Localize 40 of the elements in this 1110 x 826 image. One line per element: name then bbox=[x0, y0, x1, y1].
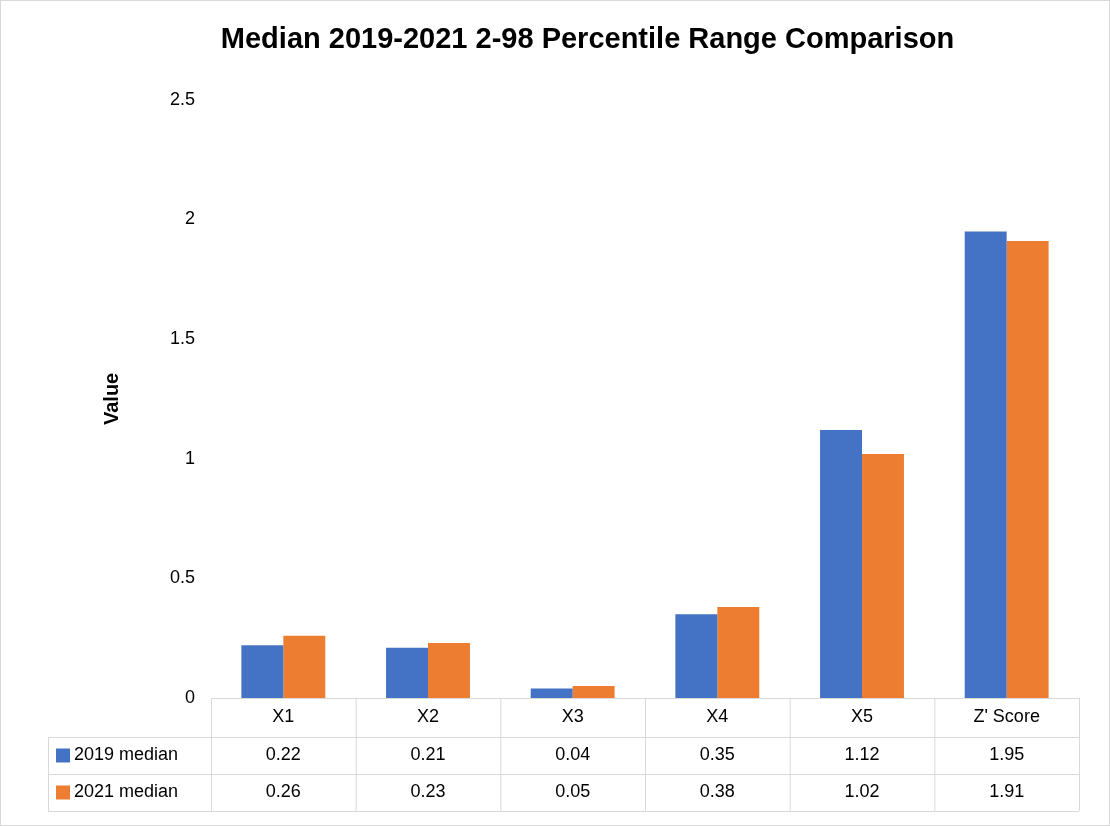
data-label: 1.95 bbox=[989, 744, 1025, 765]
data-label: 0.38 bbox=[699, 781, 735, 802]
data-label: 0.22 bbox=[265, 744, 301, 765]
y-tick-label: 2.5 bbox=[169, 88, 195, 109]
bar bbox=[862, 453, 904, 698]
bar bbox=[1006, 240, 1049, 698]
x-tick-label: X1 bbox=[272, 706, 295, 727]
legend-label: 2019 median bbox=[74, 744, 179, 765]
y-tick-label: 0 bbox=[184, 686, 195, 707]
y-tick-label: 1.5 bbox=[169, 328, 195, 349]
bar bbox=[530, 688, 573, 698]
bar bbox=[386, 647, 428, 698]
bar bbox=[964, 231, 1007, 698]
y-tick-label: 2 bbox=[184, 208, 195, 229]
data-label: 1.91 bbox=[989, 781, 1025, 802]
y-tick-label: 0.5 bbox=[169, 567, 195, 588]
x-tick-label: X5 bbox=[850, 706, 874, 727]
data-label: 0.26 bbox=[265, 781, 301, 802]
x-tick-label: Z' Score bbox=[973, 706, 1040, 727]
data-label: 0.05 bbox=[555, 781, 591, 802]
bar bbox=[283, 635, 326, 698]
data-label: 1.02 bbox=[844, 781, 880, 802]
chart-title: Median 2019-2021 2-98 Percentile Range Comparison bbox=[220, 22, 955, 55]
bar bbox=[572, 686, 615, 698]
data-label: 0.04 bbox=[555, 744, 591, 765]
y-axis-title: Value bbox=[99, 372, 122, 426]
legend-label: 2021 median bbox=[74, 781, 179, 802]
data-label: 0.35 bbox=[699, 744, 735, 765]
x-tick-label: X2 bbox=[416, 706, 440, 727]
x-tick-label: X3 bbox=[561, 706, 584, 727]
bar bbox=[675, 614, 718, 698]
bar bbox=[717, 607, 760, 698]
data-label: 0.23 bbox=[410, 781, 446, 802]
bar bbox=[428, 642, 470, 698]
data-label: 1.12 bbox=[844, 744, 880, 765]
bar bbox=[241, 645, 284, 698]
y-tick-label: 1 bbox=[184, 447, 195, 468]
data-label: 0.21 bbox=[410, 744, 446, 765]
bar bbox=[820, 430, 862, 698]
x-tick-label: X4 bbox=[706, 706, 729, 727]
